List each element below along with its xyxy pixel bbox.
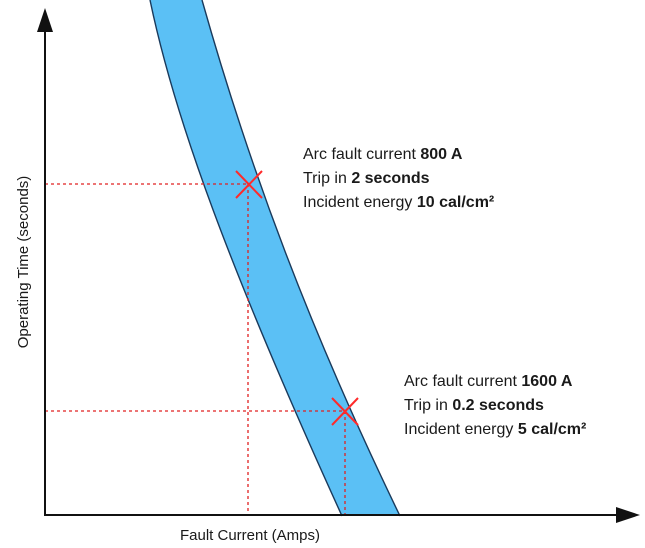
y-axis-label: Operating Time (seconds)	[15, 176, 32, 349]
annotation-point2-line1: Arc fault current 1600 A	[404, 373, 573, 390]
x-axis-arrow-icon	[616, 507, 640, 523]
annotation-point1-line2: Trip in 2 seconds	[303, 170, 430, 187]
operating-point-marker-1	[235, 170, 263, 199]
trip-band	[150, 0, 400, 516]
annotation-point2-line2: Trip in 0.2 seconds	[404, 397, 544, 414]
trip-band-left-edge	[149, 0, 343, 517]
annotation-point1: Arc fault current 800 A Trip in 2 second…	[303, 146, 494, 211]
operating-point-marker-2	[331, 397, 359, 426]
y-axis-arrow-icon	[37, 8, 53, 32]
annotation-point2-line3: Incident energy 5 cal/cm²	[404, 421, 586, 438]
annotation-point2: Arc fault current 1600 A Trip in 0.2 sec…	[404, 373, 586, 438]
annotation-point1-line1: Arc fault current 800 A	[303, 146, 463, 163]
annotation-point1-line3: Incident energy 10 cal/cm²	[303, 194, 494, 211]
trip-band-right-edge	[201, 0, 401, 517]
x-axis-label: Fault Current (Amps)	[180, 527, 320, 544]
